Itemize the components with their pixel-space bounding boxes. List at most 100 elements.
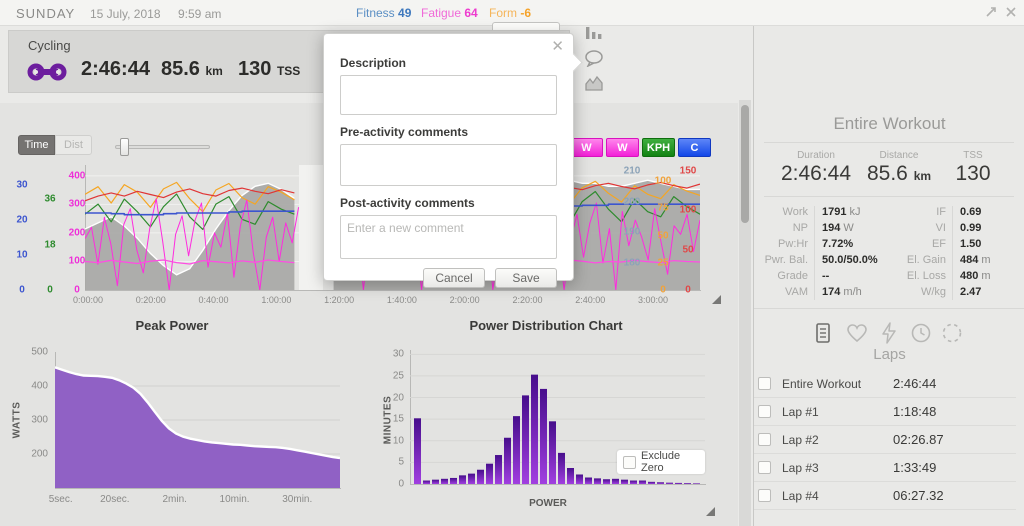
stat-value: 1.50 (960, 238, 982, 250)
tab-zones-icon[interactable] (941, 322, 963, 344)
scrollbar-thumb[interactable] (741, 105, 749, 223)
fatigue-metric: Fatigue 64 (421, 6, 478, 20)
power-axis-tick: 100 (68, 255, 86, 267)
panel-resize-handle-bottom[interactable] (706, 507, 715, 516)
peak-y-tick: 500 (31, 346, 48, 358)
timeline-x-tick: 0:40:00 (198, 295, 229, 305)
cadence-axis-tick: 0 (660, 284, 666, 296)
stat-label: EF (931, 238, 946, 250)
channel-button-kph[interactable]: KPH (642, 138, 675, 157)
channel-button-c[interactable]: C (678, 138, 711, 157)
cadence-axis-tick: 75 (657, 202, 669, 214)
peak-x-tick: 2min. (162, 494, 187, 505)
lap-time: 2:46:44 (893, 376, 937, 391)
power-axis-tick: 300 (68, 198, 86, 210)
stat-value: -- (822, 270, 830, 282)
stat-value: 50.0/50.0% (822, 254, 878, 266)
fatigue-value: 64 (464, 6, 478, 20)
fitness-metric: Fitness 49 (356, 6, 411, 20)
summary-sidebar: Entire Workout Duration 2:46:44 Distance 85… (753, 26, 1024, 526)
zoom-slider-handle[interactable] (120, 138, 129, 156)
power-axis-tick: 400 (68, 170, 86, 182)
stat-row: NP 194 W (754, 222, 1024, 238)
dist-y-tick: 10 (392, 435, 404, 447)
channel-button-w[interactable]: W (606, 138, 639, 157)
elevation-axis-tick: 180 (623, 257, 641, 269)
lap-checkbox[interactable] (758, 377, 771, 390)
pre-activity-input[interactable] (340, 144, 557, 186)
exclude-zero-control: Exclude Zero (617, 450, 705, 474)
stat-label: Pwr. Bal. (764, 254, 808, 266)
stat-label: NP (792, 222, 808, 234)
summary-distance: Distance 85.6 km (867, 150, 931, 186)
dist-y-tick: 30 (392, 348, 404, 360)
stat-row: El. Loss 480 m (754, 270, 1024, 286)
elevation-axis-tick: 190 (623, 226, 641, 238)
panel-resize-handle[interactable] (712, 295, 721, 304)
stat-label: El. Loss (906, 270, 946, 282)
popout-icon[interactable] (984, 5, 998, 19)
heart-rate-axis-tick: 100 (679, 204, 697, 216)
day-label: SUNDAY (16, 6, 76, 21)
bar-chart-view-icon[interactable] (584, 24, 604, 42)
lap-checkbox[interactable] (758, 461, 771, 474)
zoom-slider[interactable] (115, 138, 210, 156)
exclude-zero-label: Exclude Zero (641, 450, 681, 474)
timeline-x-tick: 1:00:00 (261, 295, 292, 305)
date-label: 15 July, 2018 (90, 7, 161, 21)
lap-row[interactable]: Lap #3 1:33:49 (754, 454, 1016, 482)
comment-view-icon[interactable] (584, 49, 604, 67)
stat-label: Work (782, 206, 808, 218)
heart-rate-axis-tick: 0 (685, 284, 691, 296)
stat-value: 2.47 (960, 286, 982, 298)
temperature-axis-tick: 0 (19, 284, 25, 296)
dist-toggle-button[interactable]: Dist (55, 135, 92, 155)
lap-checkbox[interactable] (758, 489, 771, 502)
cadence-axis-tick: 50 (657, 230, 669, 242)
stat-value: 0.99 (960, 222, 982, 234)
tab-heart-icon[interactable] (846, 322, 868, 344)
stat-value: 7.72% (822, 238, 854, 250)
stat-label: Grade (777, 270, 808, 282)
lap-row[interactable]: Lap #1 1:18:48 (754, 398, 1016, 426)
lap-checkbox[interactable] (758, 433, 771, 446)
channel-button-w[interactable]: W (570, 138, 603, 157)
timeline-x-tick: 2:00:00 (449, 295, 480, 305)
lap-name: Lap #2 (782, 433, 819, 447)
tab-time-icon[interactable] (910, 322, 932, 344)
lap-time: 1:18:48 (893, 404, 937, 419)
lap-time: 1:33:49 (893, 460, 937, 475)
lap-name: Lap #4 (782, 489, 819, 503)
duration-value: 2:46:44 (81, 58, 150, 80)
dist-y-tick: 5 (398, 456, 404, 468)
lap-row[interactable]: Lap #4 06:27.32 (754, 482, 1016, 510)
lap-row[interactable]: Entire Workout 2:46:44 (754, 370, 1016, 398)
channel-buttons: W W KPH C (570, 138, 711, 157)
dist-y-tick: 25 (392, 370, 404, 382)
stat-value: 480 m (960, 270, 991, 282)
timeline-x-tick: 0:00:00 (72, 295, 104, 305)
lap-name: Lap #3 (782, 461, 819, 475)
area-chart-view-icon[interactable] (584, 74, 604, 92)
temperature-axis-tick: 20 (16, 214, 28, 226)
cadence-axis-tick: 100 (654, 175, 672, 187)
stat-label: Pw:Hr (778, 238, 808, 250)
cancel-button[interactable]: Cancel (423, 268, 485, 288)
save-button[interactable]: Save (495, 268, 557, 288)
stat-row: W/kg 2.47 (754, 286, 1024, 302)
exclude-zero-checkbox[interactable] (623, 455, 636, 469)
modal-close-icon[interactable]: ✕ (551, 38, 564, 55)
dist-y-tick: 20 (392, 392, 404, 404)
post-activity-input[interactable] (340, 215, 557, 259)
time-toggle-button[interactable]: Time (18, 135, 55, 155)
description-input[interactable] (340, 75, 557, 115)
sport-label: Cycling (28, 38, 71, 53)
tab-power-icon[interactable] (878, 322, 900, 344)
tab-summary-icon[interactable] (812, 322, 834, 344)
stat-row: Pw:Hr 7.72% (754, 238, 1024, 254)
pre-activity-label: Pre-activity comments (340, 125, 469, 139)
lap-row[interactable]: Lap #2 02:26.87 (754, 426, 1016, 454)
lap-checkbox[interactable] (758, 405, 771, 418)
close-window-icon[interactable] (1004, 5, 1018, 19)
tss-value: 130 TSS (238, 58, 301, 80)
